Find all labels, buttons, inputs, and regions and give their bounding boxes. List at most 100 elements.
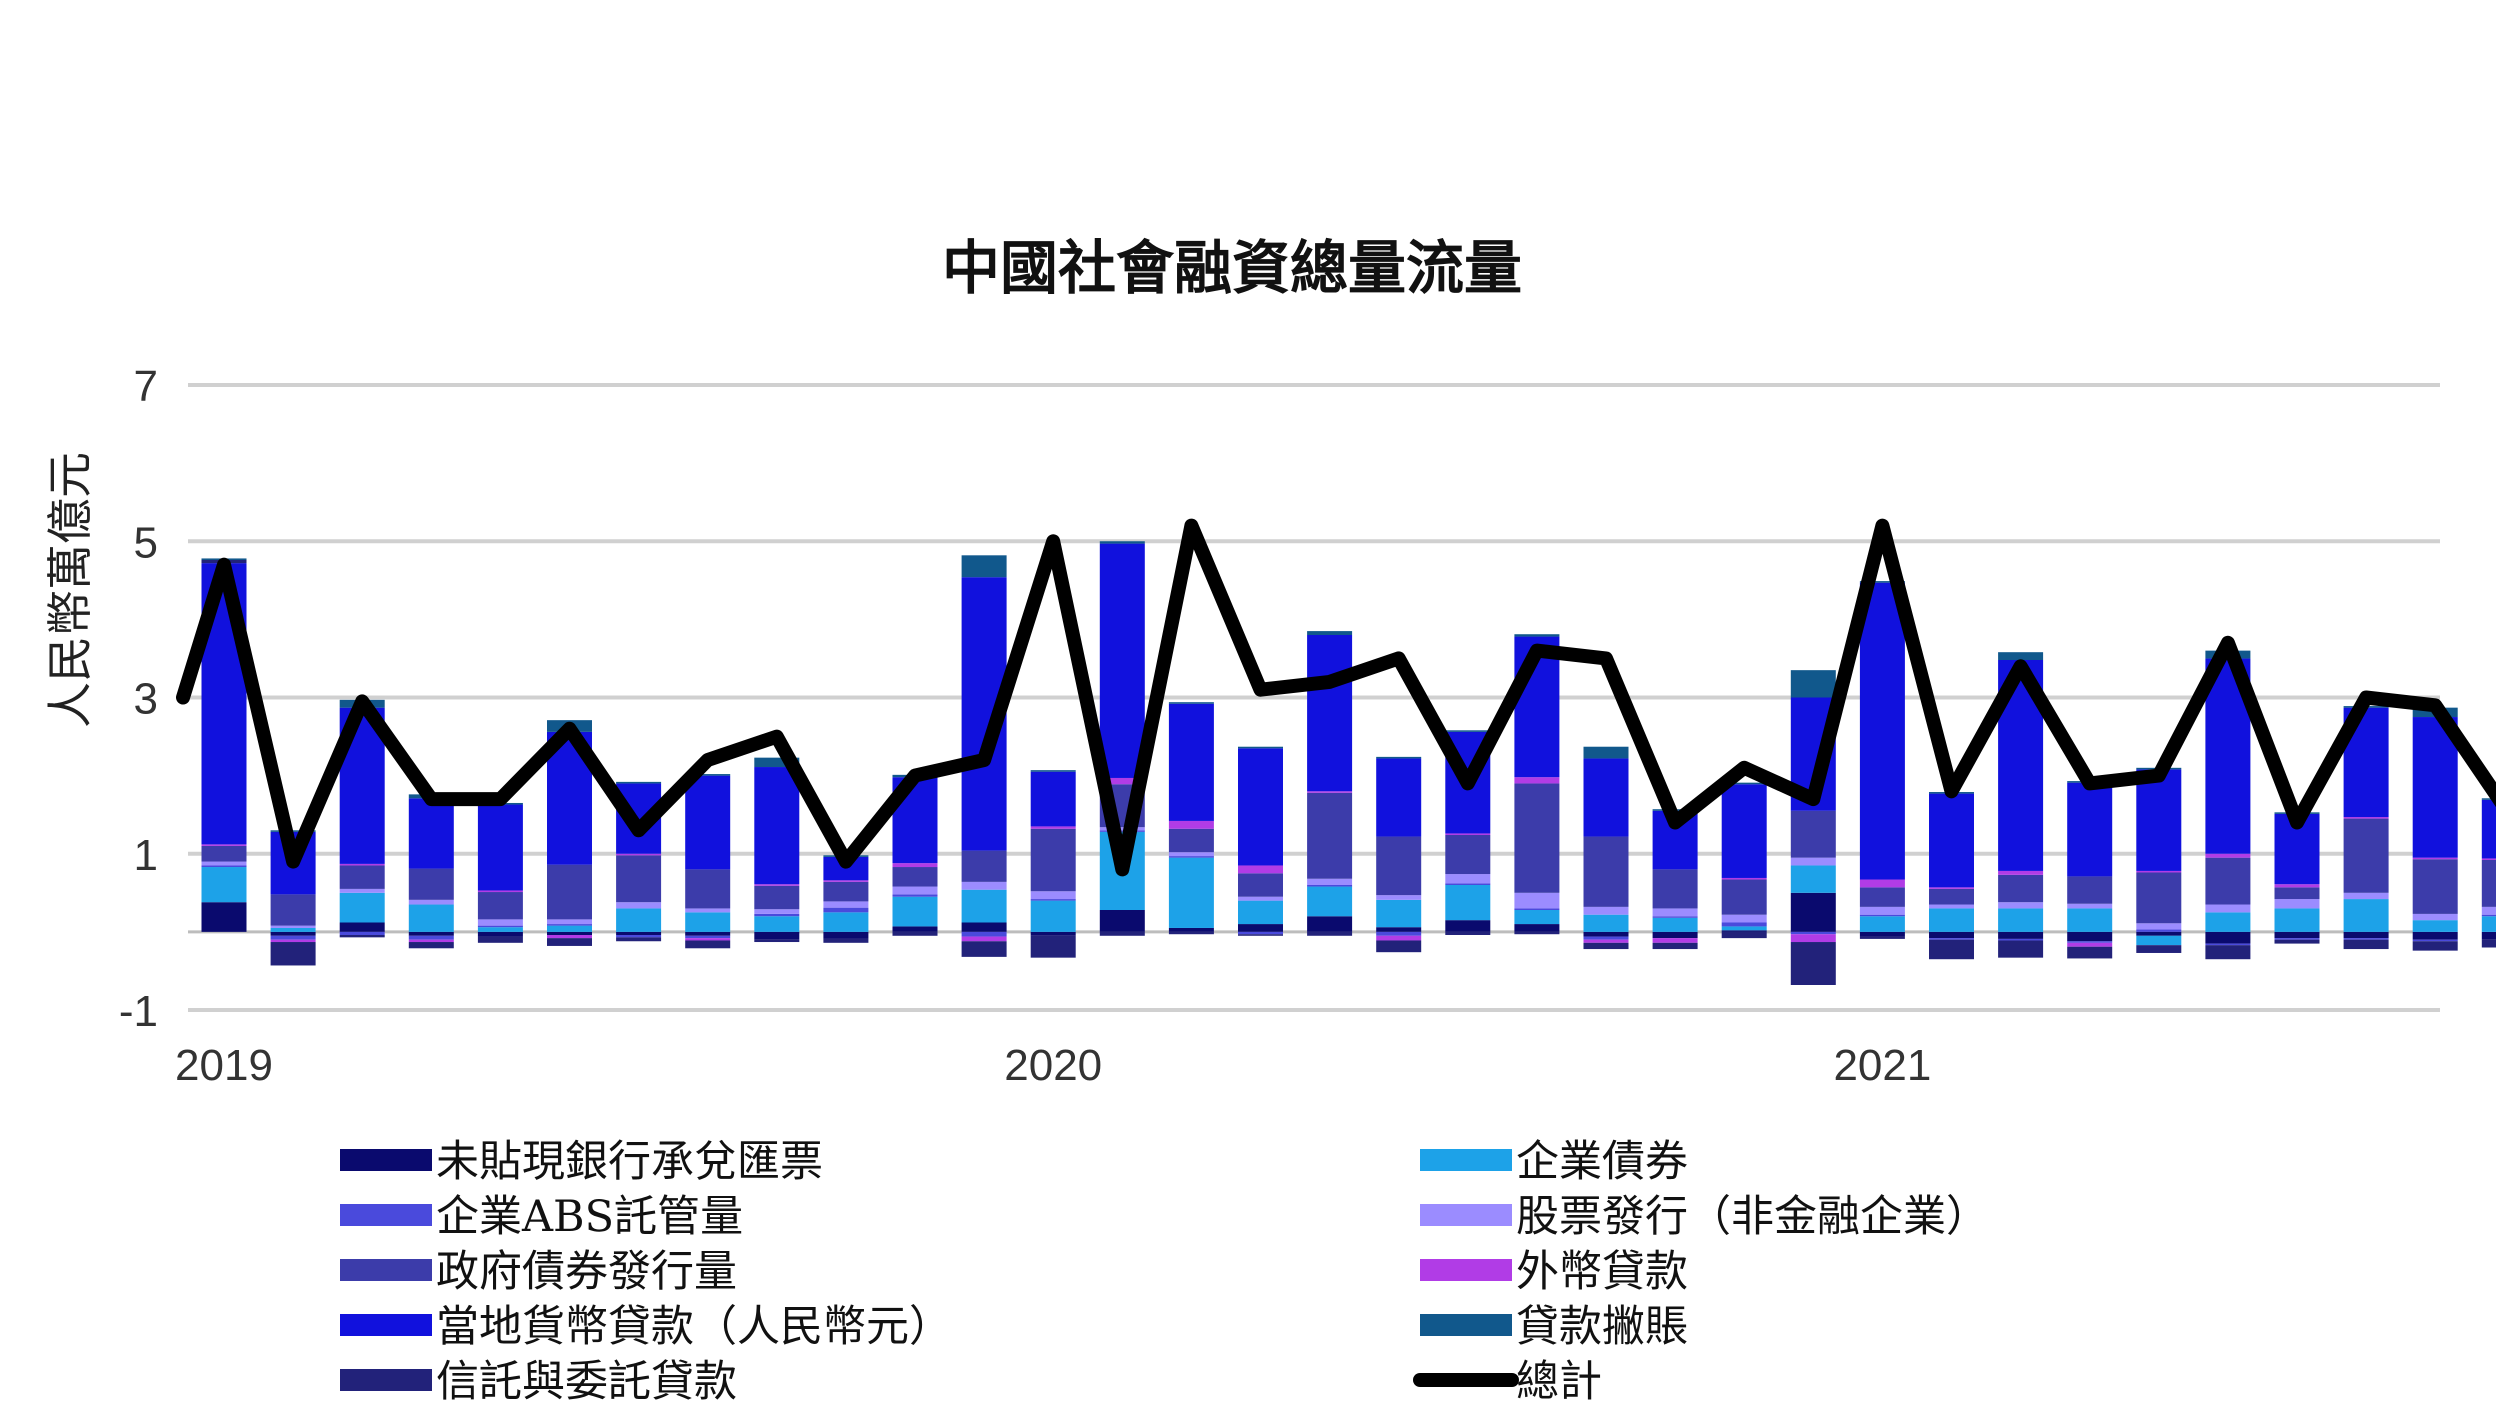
bar-segment bbox=[1238, 748, 1283, 866]
bar-segment bbox=[961, 936, 1007, 942]
bar-segment bbox=[1030, 899, 1076, 901]
bar-segment bbox=[1721, 877, 1767, 880]
bar-segment bbox=[1929, 931, 1974, 939]
bar-segment bbox=[685, 912, 731, 932]
bar-segment bbox=[1721, 931, 1767, 939]
bar-segment bbox=[2136, 870, 2182, 873]
bar-segment bbox=[477, 892, 523, 920]
bar-segment bbox=[1168, 927, 1214, 932]
bar-segment bbox=[1030, 828, 1076, 892]
bar-segment bbox=[754, 931, 800, 940]
bar-segment bbox=[961, 941, 1007, 957]
bar-segment bbox=[1514, 892, 1560, 909]
bar-segment bbox=[477, 919, 523, 926]
bar-segment bbox=[2136, 769, 2182, 871]
bar-segment bbox=[2412, 931, 2458, 940]
bar-segment bbox=[1929, 938, 1974, 940]
bar-segment bbox=[616, 781, 662, 784]
bar-segment bbox=[754, 884, 800, 886]
bar-segment bbox=[2136, 923, 2182, 930]
bar-segment bbox=[1652, 938, 1698, 943]
bar-segment bbox=[1168, 856, 1214, 858]
bar-segment bbox=[2343, 892, 2389, 900]
bar-segment bbox=[1168, 857, 1214, 928]
bar-segment bbox=[2412, 859, 2458, 914]
bar-segment bbox=[1238, 924, 1283, 932]
bar-segment bbox=[685, 940, 731, 949]
bar-segment bbox=[754, 939, 800, 943]
bar-segment bbox=[547, 919, 592, 925]
bar-segment bbox=[1514, 777, 1560, 784]
bar-segment bbox=[2136, 935, 2182, 946]
bar-segment bbox=[616, 931, 662, 935]
bar-segment bbox=[1445, 885, 1491, 921]
bar-segment bbox=[1099, 931, 1145, 936]
bar-segment bbox=[1445, 931, 1491, 935]
bar-segment bbox=[961, 881, 1007, 890]
bar-segment bbox=[1998, 938, 2044, 941]
y-tick-label: 3 bbox=[134, 675, 158, 724]
bar-segment bbox=[2205, 943, 2251, 946]
x-tick-label: 2019 bbox=[175, 1041, 273, 1090]
legend-swatch bbox=[340, 1259, 432, 1281]
bar-segment bbox=[1238, 931, 1283, 935]
bar-segment bbox=[1099, 541, 1145, 544]
bar-segment bbox=[1998, 931, 2044, 939]
bar-segment bbox=[616, 935, 662, 938]
bar-segment bbox=[1859, 582, 1905, 880]
legend-label: 信託與委託貸款 bbox=[436, 1357, 737, 1404]
x-tick-labels: 2019202020212022 bbox=[175, 1041, 1931, 1090]
bar-segment bbox=[2136, 872, 2182, 924]
bar-segment bbox=[477, 804, 523, 891]
bar-segment bbox=[1168, 703, 1214, 821]
bar-segment bbox=[270, 935, 316, 940]
bars bbox=[201, 541, 2496, 985]
bar-segment bbox=[339, 888, 385, 893]
bar-segment bbox=[1307, 792, 1353, 879]
bar-segment bbox=[270, 925, 316, 928]
bar-segment bbox=[1168, 852, 1214, 857]
bar-segment bbox=[1859, 581, 1905, 583]
bar-segment bbox=[1445, 835, 1491, 875]
legend-swatch bbox=[340, 1149, 432, 1171]
bar-segment bbox=[892, 926, 938, 932]
bar-segment bbox=[1929, 939, 1974, 960]
bar-segment bbox=[2067, 941, 2113, 943]
bar-segment bbox=[1376, 899, 1422, 928]
bar-segment bbox=[1445, 874, 1491, 884]
bar-segment bbox=[2481, 906, 2496, 915]
bar-segment bbox=[2205, 945, 2251, 960]
bar-segment bbox=[1929, 904, 1974, 909]
bar-segment bbox=[1790, 942, 1836, 985]
bar-segment bbox=[2136, 931, 2182, 936]
legend-label: 股票發行（非金融企業） bbox=[1516, 1192, 1989, 1242]
legend-label: 政府債券發行量 bbox=[436, 1247, 737, 1297]
total-line-path bbox=[176, 518, 2496, 877]
bar-segment bbox=[823, 901, 869, 908]
legend-swatch bbox=[1420, 1259, 1512, 1281]
bar-segment bbox=[1307, 916, 1353, 932]
bar-segment bbox=[201, 845, 247, 862]
bar-segment bbox=[1307, 885, 1353, 887]
bar-segment bbox=[2274, 939, 2320, 944]
bar-segment bbox=[1929, 887, 1974, 889]
bar-segment bbox=[1376, 927, 1422, 932]
bar-segment bbox=[477, 925, 523, 928]
x-tick-label: 2020 bbox=[1004, 1041, 1102, 1090]
bar-segment bbox=[1514, 783, 1560, 893]
legend-label: 總計 bbox=[1516, 1357, 1602, 1404]
bar-segment bbox=[1583, 942, 1629, 950]
bar-segment bbox=[2343, 931, 2389, 939]
bar-segment bbox=[823, 880, 869, 882]
bar-segment bbox=[2343, 939, 2389, 950]
bar-segment bbox=[1376, 895, 1422, 900]
bar-segment bbox=[1721, 922, 1767, 927]
bar-segment bbox=[2343, 938, 2389, 940]
legend-label: 未貼現銀行承兌匯票 bbox=[436, 1137, 823, 1187]
bar-segment bbox=[2205, 857, 2251, 905]
bar-segment bbox=[1445, 883, 1491, 885]
bar-segment bbox=[1376, 931, 1422, 936]
bar-segment bbox=[1998, 870, 2044, 875]
bar-segment bbox=[1583, 836, 1629, 907]
bar-segment bbox=[1030, 891, 1076, 900]
